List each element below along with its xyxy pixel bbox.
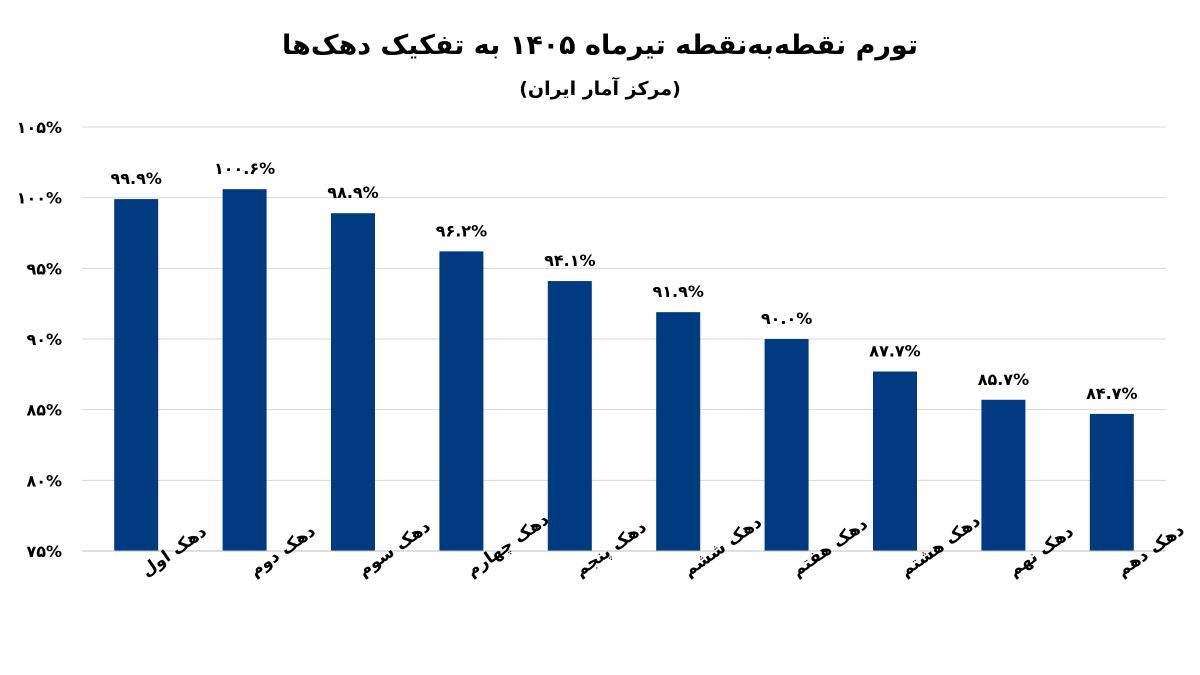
bar — [114, 199, 159, 551]
bar-layer — [114, 189, 1134, 552]
data-label: ۱۰۰.۶% — [214, 159, 275, 178]
y-tick-label: ۸۵% — [26, 401, 62, 420]
bar — [656, 312, 701, 551]
bar — [764, 339, 809, 551]
y-tick-label: ۹۵% — [26, 259, 62, 278]
y-tick-label: ۸۰% — [26, 471, 62, 490]
data-label: ۹۱.۹% — [652, 282, 703, 301]
label-layer: ۹۹.۹% ۱۰۰.۶% ۹۸.۹% ۹۶.۲% ۹۴.۱% ۹۱.۹% ۹۰.۰% ۸۷.۷… — [110, 159, 1137, 403]
bar — [873, 371, 917, 551]
data-label: ۹۴.۱% — [544, 251, 595, 270]
bar — [331, 213, 375, 552]
bar — [981, 399, 1026, 551]
data-label: ۹۹.۹% — [110, 169, 161, 188]
data-label: ۸۴.۷% — [1086, 384, 1137, 403]
y-tick-label: ۷۵% — [26, 542, 62, 561]
data-label: ۹۸.۹% — [327, 183, 378, 202]
bar — [222, 189, 267, 552]
y-tick-label: ۹۰% — [26, 330, 62, 349]
chart-subtitle: (مرکز آمار ایران) — [519, 78, 681, 100]
data-label: ۸۷.۷% — [869, 342, 920, 361]
chart-title: تورم نقطه‌به‌نقطه تیرماه ۱۴۰۵ به تفکیک د… — [281, 30, 918, 61]
data-label: ۹۰.۰% — [761, 309, 812, 328]
data-label: ۹۶.۲% — [436, 221, 487, 240]
bar — [439, 251, 484, 551]
y-tick-label: ۱۰۰% — [17, 189, 62, 208]
data-label: ۸۵.۷% — [978, 370, 1029, 389]
y-tick-label: ۱۰۵% — [17, 118, 62, 137]
bar — [1089, 413, 1134, 551]
bar — [547, 281, 592, 551]
